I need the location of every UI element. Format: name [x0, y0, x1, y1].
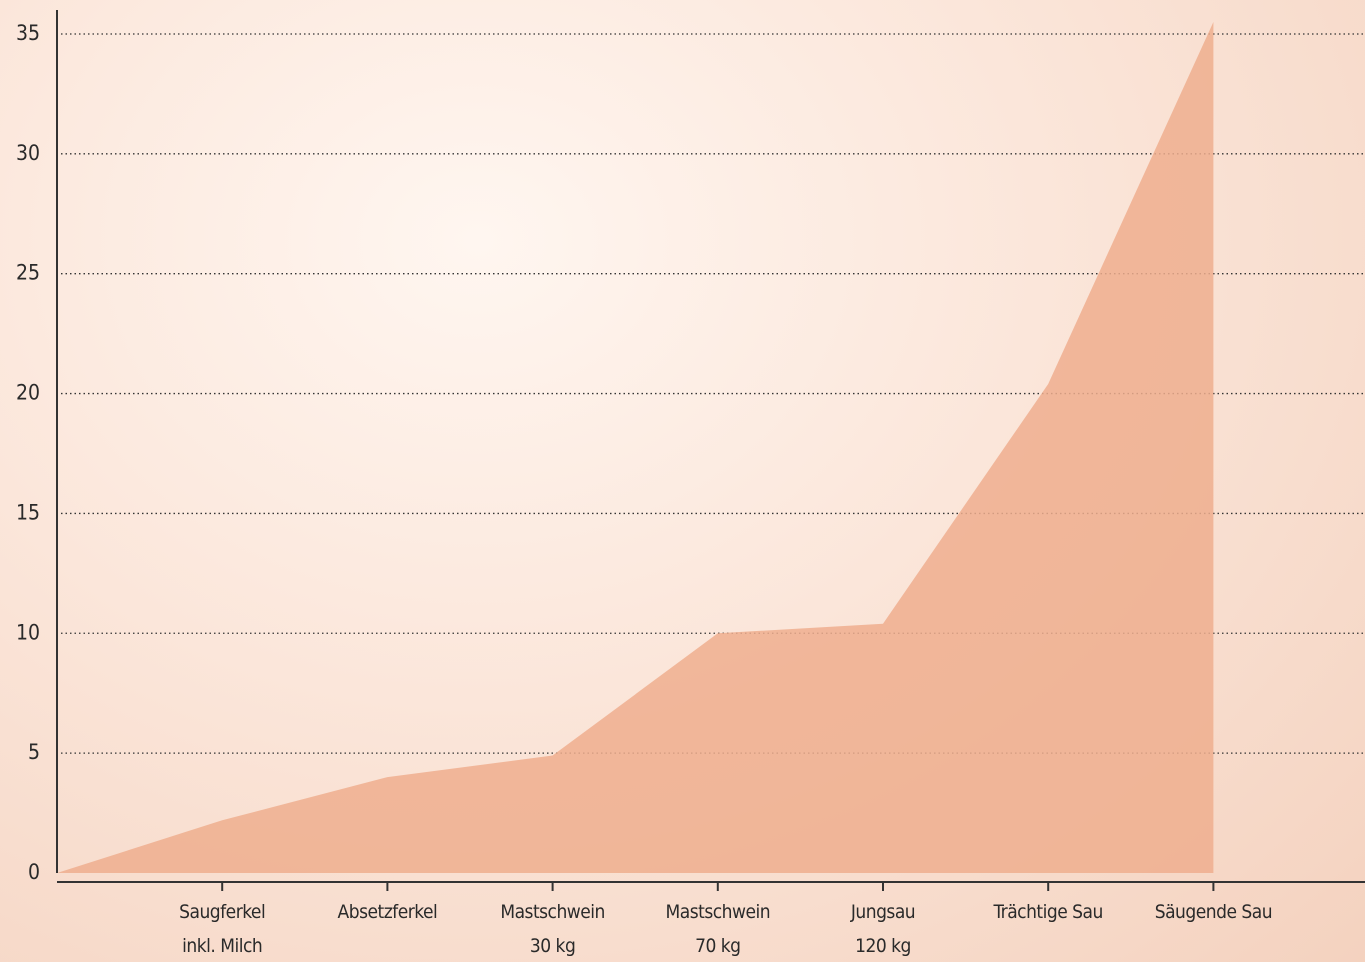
x-tick-label: Trächtige Sau [968, 895, 1128, 929]
x-tick-label: Säugende Sau [1133, 895, 1293, 929]
y-tick-label: 10 [16, 620, 40, 644]
chart: 0 5 10 15 20 25 30 35 Saugferkel inkl. MilchAbs… [0, 0, 1365, 962]
chart-svg: 0 5 10 15 20 25 30 35 [0, 0, 1365, 962]
x-tick-label: Mastschwein 30 kg [473, 895, 633, 963]
y-tick-label: 0 [28, 860, 40, 884]
area [57, 22, 1213, 873]
y-tick-label: 30 [16, 141, 40, 165]
y-tick-label: 25 [16, 261, 40, 285]
x-tick-label: Mastschwein 70 kg [638, 895, 798, 963]
y-tick-label: 5 [28, 740, 40, 764]
x-tick-label: Jungsau 120 kg [803, 895, 963, 963]
y-tick-label: 35 [16, 21, 40, 45]
x-tick-label: Saugferkel inkl. Milch [142, 895, 302, 963]
y-tick-label: 20 [16, 381, 40, 405]
x-tick-label: Absetzferkel [307, 895, 467, 929]
y-tick-label: 15 [16, 500, 40, 524]
